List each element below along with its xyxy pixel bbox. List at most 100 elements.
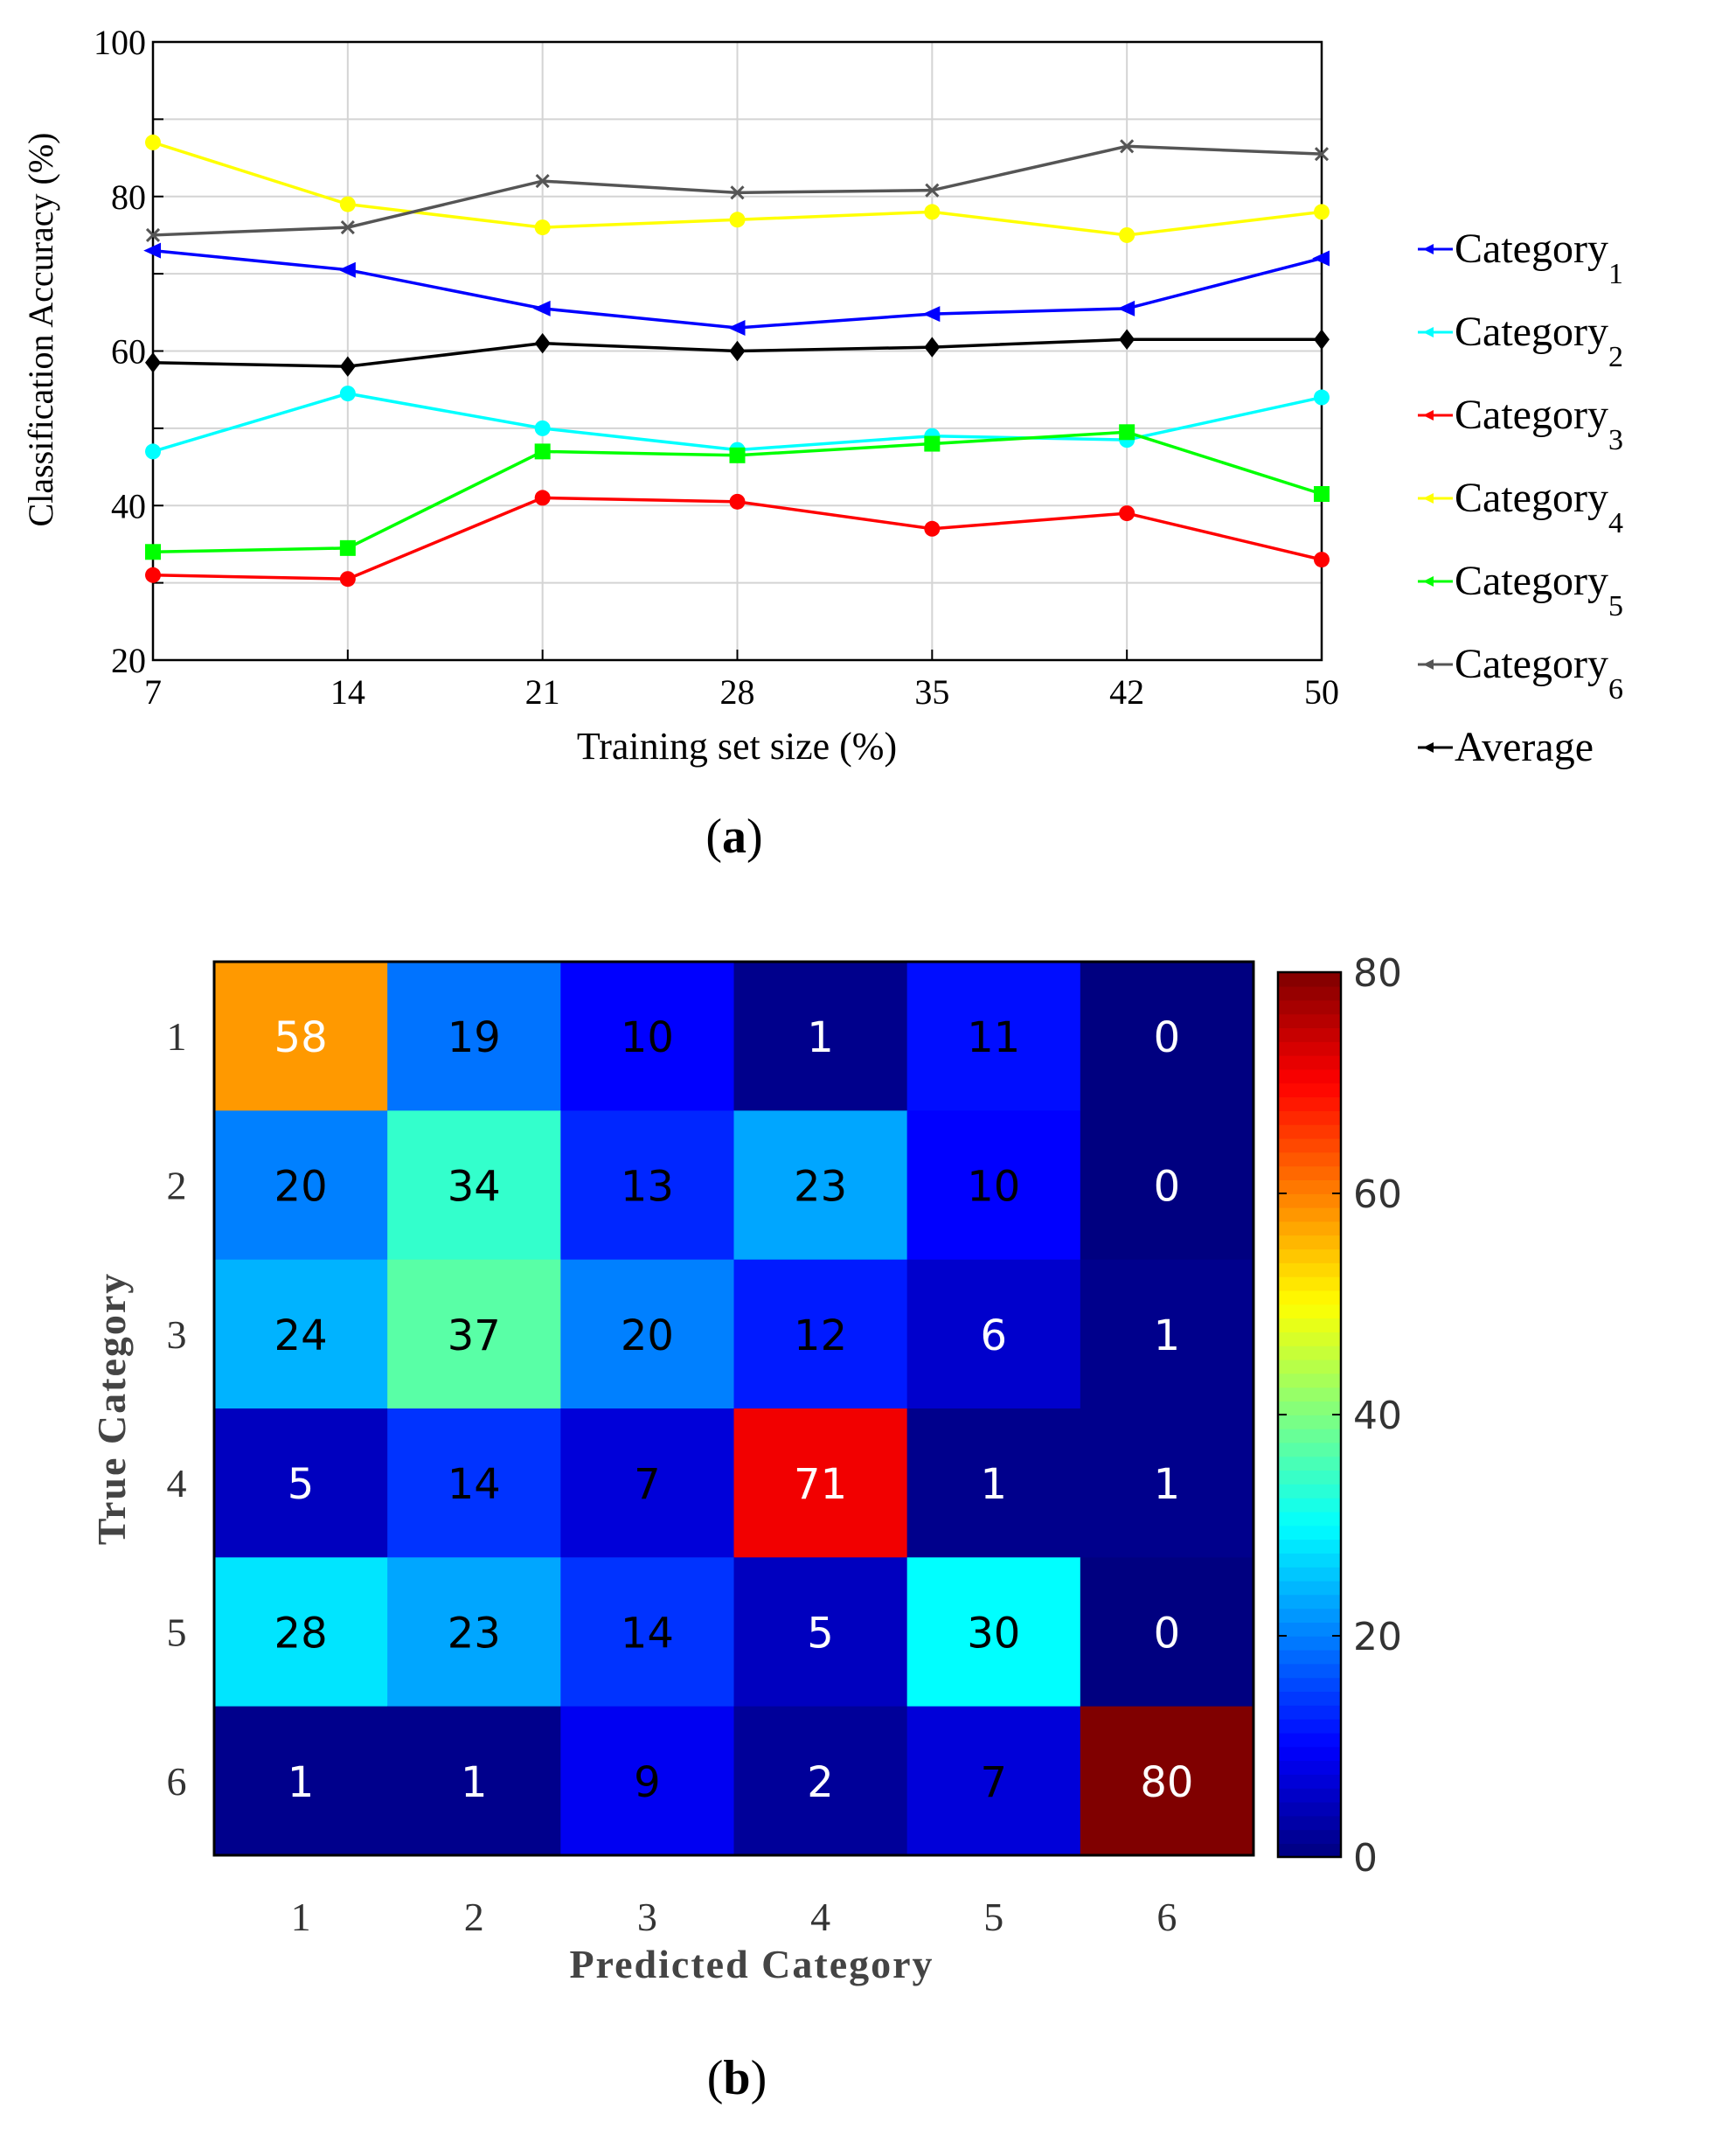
matrix-cell-value: 11	[967, 1013, 1020, 1062]
y-tick-label: 60	[111, 332, 146, 372]
matrix-cell-fill	[387, 1110, 561, 1261]
colorbar-segment	[1278, 1276, 1341, 1291]
data-point	[535, 174, 550, 189]
data-point	[339, 356, 356, 377]
legend-label-name: Category	[1455, 226, 1608, 272]
matrix-cell-value: 14	[621, 1610, 674, 1659]
data-point	[1120, 139, 1135, 154]
matrix-cell-value: 37	[448, 1311, 501, 1360]
matrix-cell-value: 0	[1154, 1610, 1181, 1659]
matrix-cell-value: 13	[621, 1163, 674, 1212]
colorbar-segment	[1278, 1511, 1341, 1527]
colorbar-segment	[1278, 1801, 1341, 1817]
caption-letter: b	[723, 2051, 750, 2105]
data-point	[1314, 204, 1330, 220]
matrix-cell-value: 5	[288, 1460, 315, 1509]
data-point	[1314, 389, 1330, 406]
matrix-cell-fill	[906, 962, 1081, 1111]
colorbar-segment	[1278, 1054, 1341, 1070]
data-point	[924, 520, 941, 537]
legend-marker	[1423, 659, 1434, 670]
y-tick-label: 40	[111, 486, 146, 525]
legend-item: Category2	[1418, 309, 1623, 373]
caption-open-paren: (	[705, 810, 722, 864]
colorbar-segment	[1278, 1649, 1341, 1665]
colorbar-segment	[1278, 1415, 1341, 1429]
matrix-cell-value: 23	[448, 1610, 501, 1659]
data-point	[1119, 505, 1135, 522]
caption-close-paren: )	[746, 810, 763, 864]
legend-label-name: Category	[1455, 475, 1608, 521]
colorbar-segment	[1278, 1663, 1341, 1679]
matrix-cell: 0	[1080, 962, 1254, 1111]
series-average	[145, 329, 1330, 377]
matrix-cell-fill	[733, 1110, 908, 1261]
colorbar-segment	[1278, 1553, 1341, 1568]
data-point	[145, 567, 161, 583]
matrix-cell-value: 1	[1154, 1311, 1181, 1360]
legend-item: Category3	[1418, 392, 1623, 456]
data-point	[1117, 300, 1135, 316]
colorbar-segment	[1278, 1677, 1341, 1693]
matrix-cell-fill	[1080, 1408, 1254, 1558]
matrix-cell-value: 20	[621, 1311, 674, 1360]
matrix-cell: 30	[906, 1557, 1081, 1707]
colorbar-segment	[1278, 1815, 1341, 1831]
panel-b-caption: (b)	[707, 2051, 767, 2105]
matrix-cell-value: 1	[807, 1013, 834, 1062]
legend-marker	[1423, 244, 1434, 254]
x-tick-label: 3	[637, 1895, 657, 1939]
legend-item: Average	[1418, 724, 1594, 770]
matrix-cell: 2	[733, 1706, 908, 1856]
colorbar-segment	[1278, 1636, 1341, 1651]
matrix-cell-fill	[560, 1408, 735, 1558]
y-tick-label: 20	[111, 641, 146, 680]
confusion-matrix-y-axis-label: True Category	[89, 1272, 134, 1546]
data-point	[145, 134, 161, 150]
data-point	[534, 420, 551, 436]
matrix-cell-fill	[387, 962, 561, 1111]
data-point	[1314, 329, 1330, 350]
colorbar-segment	[1278, 1456, 1341, 1471]
matrix-cell: 10	[906, 1110, 1081, 1261]
line-chart-legend: Category1Category2Category3Category4Cate…	[1418, 226, 1623, 770]
matrix-cell-value: 0	[1154, 1163, 1181, 1212]
matrix-cell-fill	[387, 1259, 561, 1409]
colorbar-tick-label: 60	[1353, 1172, 1402, 1217]
colorbar-segment	[1278, 1705, 1341, 1720]
x-tick-label: 35	[914, 672, 949, 712]
x-tick-label: 21	[525, 672, 560, 712]
matrix-cell-value: 0	[1154, 1013, 1181, 1062]
matrix-cell: 13	[560, 1110, 735, 1261]
matrix-cell: 23	[733, 1110, 908, 1261]
matrix-cell: 1	[1080, 1259, 1254, 1409]
matrix-cell-fill	[1080, 962, 1254, 1111]
series-category-1	[143, 242, 1330, 336]
data-point	[339, 571, 356, 588]
y-tick-label: 2	[167, 1164, 187, 1208]
matrix-cell-fill	[214, 1706, 388, 1856]
matrix-cell-fill	[733, 1259, 908, 1409]
y-tick-label: 6	[167, 1759, 187, 1804]
colorbar-segment	[1278, 1774, 1341, 1789]
matrix-cell: 1	[733, 962, 908, 1111]
matrix-cell-fill	[906, 1557, 1081, 1707]
colorbar-segment	[1278, 1193, 1341, 1208]
x-tick-label: 50	[1304, 672, 1339, 712]
matrix-cell: 20	[214, 1110, 388, 1261]
legend-label-name: Average	[1455, 724, 1594, 770]
legend-label: Category2	[1455, 309, 1623, 373]
matrix-cell-value: 7	[634, 1460, 661, 1509]
x-tick-label: 7	[144, 672, 162, 712]
matrix-cell-value: 28	[274, 1610, 328, 1659]
data-point	[729, 340, 746, 362]
legend-item: Category6	[1418, 641, 1623, 706]
colorbar-segment	[1278, 972, 1341, 987]
colorbar-segment	[1278, 1179, 1341, 1194]
data-point	[339, 386, 356, 402]
line-chart-axes: 7 14 21 28 35 42 50 20 40 60 80 100	[94, 23, 1339, 712]
matrix-cell-fill	[906, 1408, 1081, 1558]
matrix-cell-fill	[387, 1706, 561, 1856]
legend-marker	[1423, 410, 1434, 421]
